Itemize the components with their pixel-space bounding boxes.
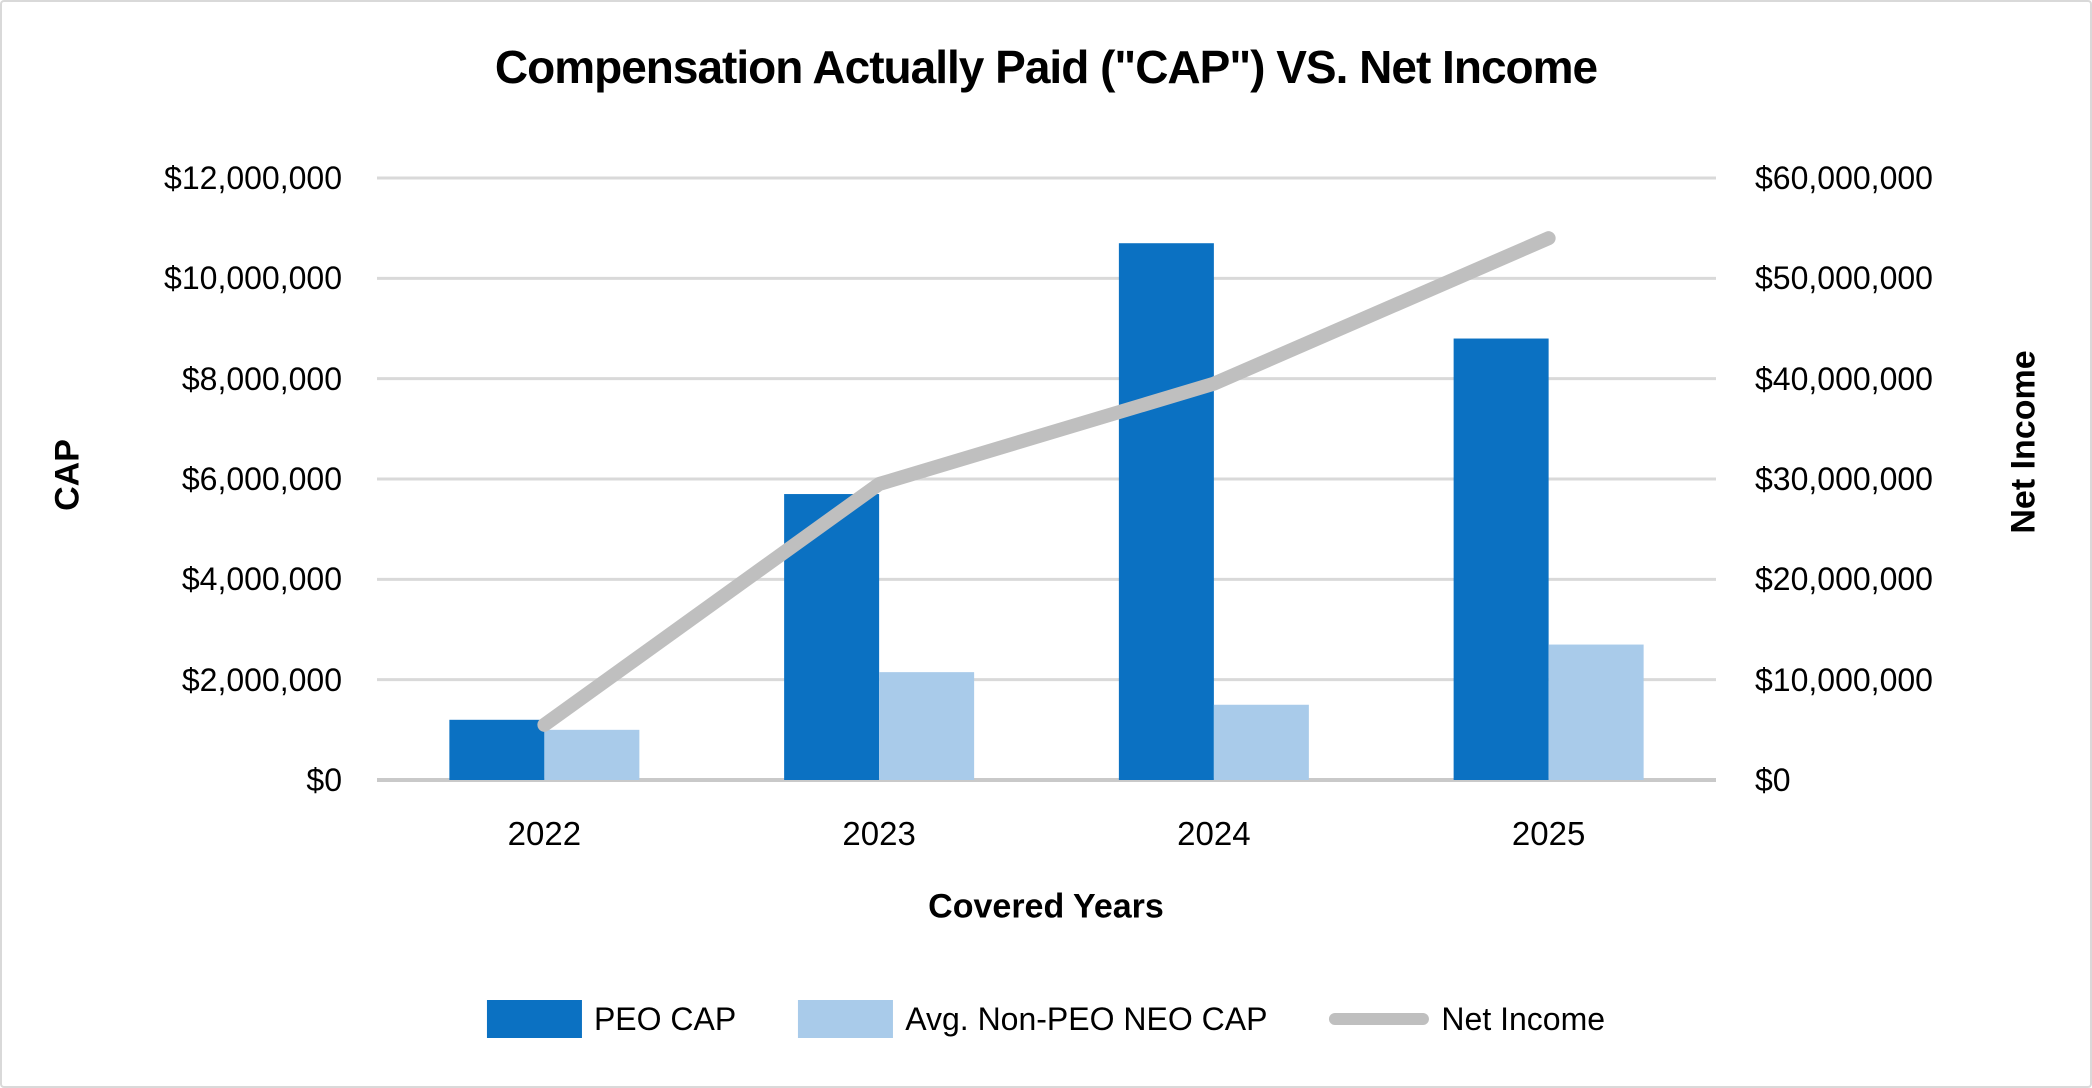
bar-peo-cap-2024 [1118, 243, 1214, 780]
x-axis-label: 2024 [1177, 815, 1251, 852]
legend-item-peo-cap: PEO CAP [486, 1000, 737, 1038]
right-axis-title: Net Income [2004, 350, 2043, 534]
x-axis-title: Covered Years [928, 887, 1164, 926]
left-axis-tick: $8,000,000 [181, 360, 342, 397]
right-axis-tick: $30,000,000 [1755, 461, 1933, 497]
net-income-line-swatch-icon [1329, 1013, 1430, 1025]
right-axis-tick: $0 [1755, 762, 1791, 798]
right-axis-tick: $50,000,000 [1755, 260, 1933, 297]
left-axis-title: CAP [48, 439, 87, 511]
left-axis-tick: $2,000,000 [181, 661, 342, 698]
bar-avg-non-peo-neo-cap-2023 [879, 672, 975, 780]
peo-cap-swatch-icon [486, 1000, 582, 1038]
chart-title: Compensation Actually Paid ("CAP") VS. N… [494, 41, 1598, 93]
right-axis-tick: $10,000,000 [1755, 661, 1933, 698]
left-axis-tick: $4,000,000 [181, 561, 342, 598]
left-axis-tick: $6,000,000 [181, 461, 342, 497]
x-axis-label: 2022 [507, 815, 582, 852]
legend-label: PEO CAP [593, 1000, 737, 1037]
left-axis-tick: $0 [306, 762, 342, 798]
right-axis-ticks: $60,000,000 $50,000,000 $40,000,000 $30,000… [1755, 2, 2055, 1086]
right-axis-tick: $60,000,000 [1755, 160, 1933, 196]
bar-avg-non-peo-neo-cap-2022 [544, 729, 640, 780]
net-income-line [537, 231, 1556, 732]
legend: PEO CAP Avg. Non-PEO NEO CAP Net Income [486, 1000, 1605, 1038]
bar-avg-non-peo-neo-cap-2025 [1548, 644, 1644, 780]
left-axis-ticks: $12,000,000 $10,000,000 $8,000,000 $6,000,0… [2, 2, 342, 1086]
legend-item-avg-non-peo-neo-cap: Avg. Non-PEO NEO CAP [798, 1000, 1267, 1038]
legend-label: Net Income [1441, 1000, 1606, 1037]
bar-peo-cap-2025 [1453, 338, 1549, 780]
x-axis-label: 2025 [1511, 815, 1586, 852]
bar-peo-cap-2022 [449, 719, 545, 780]
bar-avg-non-peo-neo-cap-2024 [1213, 704, 1309, 780]
legend-item-net-income: Net Income [1329, 1001, 1605, 1038]
right-axis-tick: $40,000,000 [1755, 360, 1933, 397]
right-axis-tick: $20,000,000 [1755, 561, 1933, 598]
legend-label: Avg. Non-PEO NEO CAP [905, 1000, 1268, 1037]
avg-non-peo-neo-cap-swatch-icon [798, 1000, 894, 1038]
left-axis-tick: $12,000,000 [164, 160, 342, 196]
left-axis-tick: $10,000,000 [164, 260, 342, 297]
x-axis-label: 2023 [842, 815, 916, 852]
